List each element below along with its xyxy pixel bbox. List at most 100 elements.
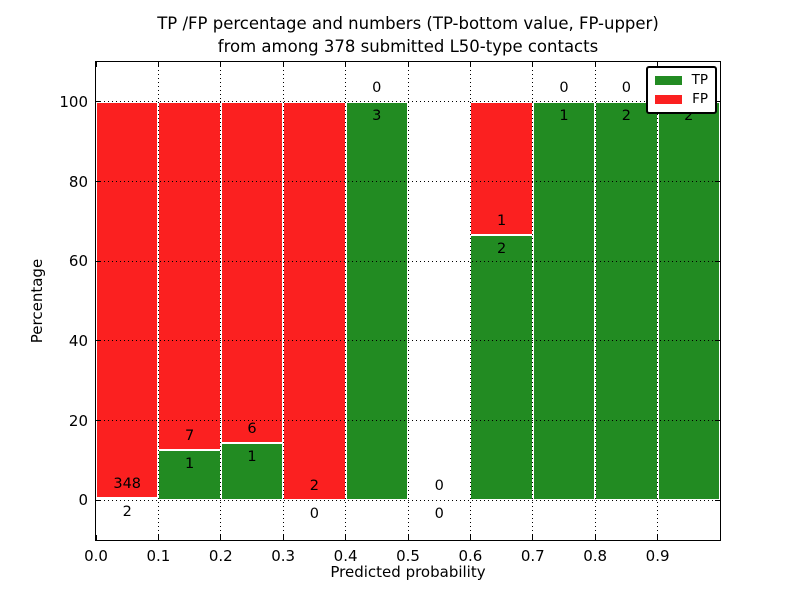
bar-segment-fp-0	[96, 101, 159, 498]
y-tick-label: 40	[68, 331, 88, 350]
gridline-x	[157, 62, 159, 540]
y-tick-label: 80	[68, 172, 88, 191]
bar-segment-tp-2	[220, 443, 284, 501]
y-tick-mark	[96, 499, 101, 501]
tp-count-label-9: 2	[684, 107, 694, 124]
x-tick-label: 0.0	[84, 547, 108, 565]
gridline-x	[469, 62, 471, 540]
tp-count-label-3: 0	[309, 506, 319, 523]
x-tick-label: 0.8	[583, 547, 608, 565]
chart-title-line1: TP /FP percentage and numbers (TP-bottom…	[157, 14, 659, 33]
gridline-y	[96, 101, 720, 103]
chart-title-line2: from among 378 submitted L50-type contac…	[217, 37, 599, 56]
fp-count-label-5: 0	[434, 478, 444, 495]
tp-count-label-5: 0	[434, 506, 444, 523]
bar-segment-fp-3	[283, 101, 346, 501]
x-tick-mark-top	[657, 62, 659, 67]
y-tick-mark	[96, 181, 101, 182]
x-tick-label: 0.7	[520, 547, 545, 565]
x-tick-label: 0.5	[396, 547, 420, 565]
y-tick-label: 0	[78, 491, 88, 510]
fp-count-label-1: 7	[184, 428, 195, 445]
gridline-y	[96, 340, 720, 342]
legend-item-tp: TP	[655, 73, 708, 88]
fp-count-label-3: 2	[309, 478, 319, 495]
y-tick-mark-right	[715, 260, 720, 262]
gridline-y	[96, 260, 720, 262]
bar-segment-tp-9	[657, 101, 720, 501]
y-tick-mark	[96, 340, 101, 342]
gridline-x	[282, 62, 284, 540]
y-tick-label: 20	[68, 411, 88, 430]
y-tick-label: 60	[68, 252, 88, 271]
x-tick-mark	[719, 535, 721, 540]
x-tick-mark	[532, 535, 534, 540]
fp-count-label-0: 348	[113, 475, 142, 492]
bar-segment-tp-6	[470, 234, 533, 501]
fp-count-label-6: 1	[496, 212, 507, 229]
y-tick-mark	[96, 420, 101, 421]
x-tick-mark-top	[220, 62, 222, 67]
gridline-x	[345, 62, 347, 540]
x-tick-mark-top	[719, 62, 721, 67]
plot-area: 3482716120030012010202	[95, 61, 721, 541]
gridline-y	[96, 181, 720, 182]
gridline-x	[532, 62, 534, 540]
tp-count-label-7: 1	[559, 107, 569, 124]
gridline-x	[407, 62, 409, 540]
fp-color-swatch	[655, 94, 683, 104]
y-tick-mark-right	[715, 499, 720, 501]
x-tick-mark-top	[157, 62, 159, 67]
x-tick-mark	[220, 535, 222, 540]
y-tick-label: 100	[59, 92, 88, 111]
x-tick-mark	[282, 535, 284, 540]
bar-segment-tp-0	[96, 497, 159, 501]
x-tick-mark-top	[532, 62, 534, 67]
y-tick-mark	[96, 101, 101, 103]
x-axis-label: Predicted probability	[330, 563, 486, 581]
gridline-y	[96, 499, 720, 501]
gridline-x	[220, 62, 222, 540]
legend-label-fp: FP	[692, 90, 708, 107]
bar-segment-fp-1	[158, 101, 221, 451]
gridline-y	[96, 420, 720, 421]
x-tick-label: 0.6	[458, 547, 483, 565]
y-tick-mark-right	[715, 181, 720, 182]
tp-count-label-8: 2	[621, 107, 631, 124]
x-tick-mark	[407, 535, 409, 540]
tp-count-label-1: 1	[184, 456, 195, 473]
x-tick-mark	[657, 535, 659, 540]
bar-segment-fp-6	[470, 101, 533, 235]
bar-segment-tp-4	[345, 101, 408, 501]
x-tick-mark-top	[345, 62, 347, 67]
bar-segment-fp-2	[220, 101, 284, 444]
bar-segment-tp-8	[595, 101, 658, 501]
tp-color-swatch	[655, 76, 682, 86]
legend: TP FP	[646, 66, 717, 114]
tp-count-label-2: 1	[247, 449, 257, 466]
bar-segment-tp-1	[158, 450, 221, 501]
bar-segment-tp-7	[532, 101, 596, 501]
x-tick-label: 0.3	[271, 547, 296, 565]
x-tick-mark	[345, 535, 347, 540]
y-tick-mark-right	[715, 420, 720, 421]
x-tick-label: 0.4	[333, 547, 358, 565]
legend-item-fp: FP	[655, 90, 708, 107]
x-tick-mark	[157, 535, 159, 540]
x-tick-mark	[594, 535, 596, 540]
x-tick-mark-top	[594, 62, 596, 67]
x-tick-mark	[95, 535, 97, 540]
y-tick-mark-right	[715, 101, 720, 103]
tp-count-label-4: 3	[372, 107, 382, 124]
tp-count-label-0: 2	[122, 503, 132, 520]
x-tick-mark-top	[95, 62, 97, 67]
gridline-x	[657, 62, 659, 540]
x-tick-mark-top	[282, 62, 284, 67]
x-tick-label: 0.2	[208, 547, 233, 565]
legend-label-tp: TP	[691, 72, 708, 89]
x-tick-mark-top	[469, 62, 471, 67]
fp-count-label-4: 0	[372, 79, 382, 96]
y-tick-mark-right	[715, 340, 720, 342]
x-tick-mark	[469, 535, 471, 540]
